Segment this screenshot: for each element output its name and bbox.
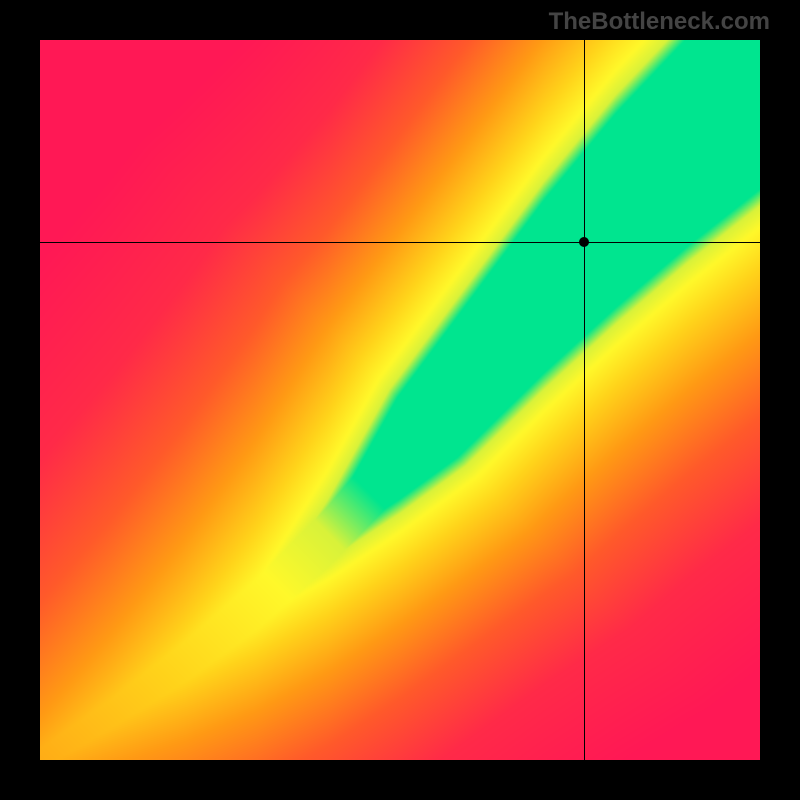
heatmap-canvas [40, 40, 760, 760]
watermark-text: TheBottleneck.com [549, 8, 770, 36]
crosshair-vertical [584, 40, 585, 760]
crosshair-marker-dot [579, 237, 589, 247]
crosshair-horizontal [40, 242, 760, 243]
heatmap-plot [40, 40, 760, 760]
